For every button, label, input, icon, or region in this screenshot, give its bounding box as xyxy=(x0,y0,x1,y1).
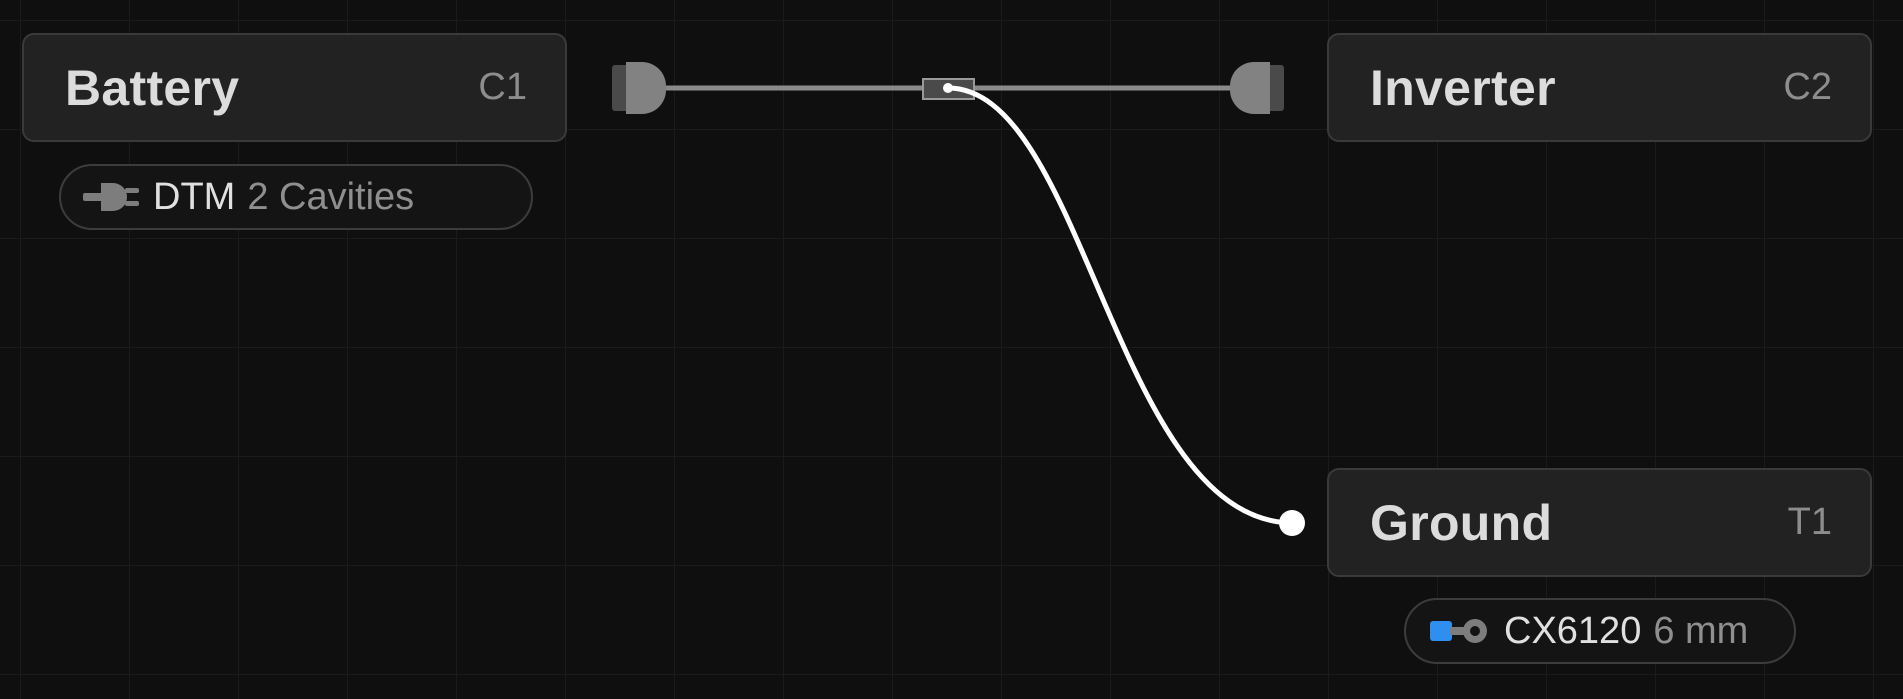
node-title: Battery xyxy=(65,59,240,116)
connector-pill-battery[interactable]: DTM 2 Cavities xyxy=(59,164,533,230)
node-ref: C2 xyxy=(1783,66,1832,108)
node-ref: C1 xyxy=(478,66,527,108)
connector-c2-end-icon[interactable] xyxy=(1230,62,1284,114)
ring-terminal-icon xyxy=(1430,619,1487,643)
terminal-stud-size: 6 mm xyxy=(1653,609,1749,652)
wire-splice-ground[interactable] xyxy=(945,85,1295,526)
connector-c1-end-icon[interactable] xyxy=(612,62,666,114)
connector-cavities: 2 Cavities xyxy=(247,175,415,218)
node-title: Ground xyxy=(1370,494,1553,551)
plug-icon xyxy=(83,183,139,211)
ground-pin-icon[interactable] xyxy=(1279,510,1305,536)
terminal-part-number: CX6120 xyxy=(1504,609,1642,652)
node-title: Inverter xyxy=(1370,59,1556,116)
node-ref: T1 xyxy=(1787,501,1832,543)
terminal-pill-ground[interactable]: CX6120 6 mm xyxy=(1404,598,1796,664)
node-inverter[interactable]: Inverter C2 xyxy=(1327,33,1872,142)
node-ground[interactable]: Ground T1 xyxy=(1327,468,1872,577)
connector-part-number: DTM xyxy=(153,175,236,218)
node-battery[interactable]: Battery C1 xyxy=(22,33,567,142)
splice-point-icon xyxy=(943,83,953,93)
